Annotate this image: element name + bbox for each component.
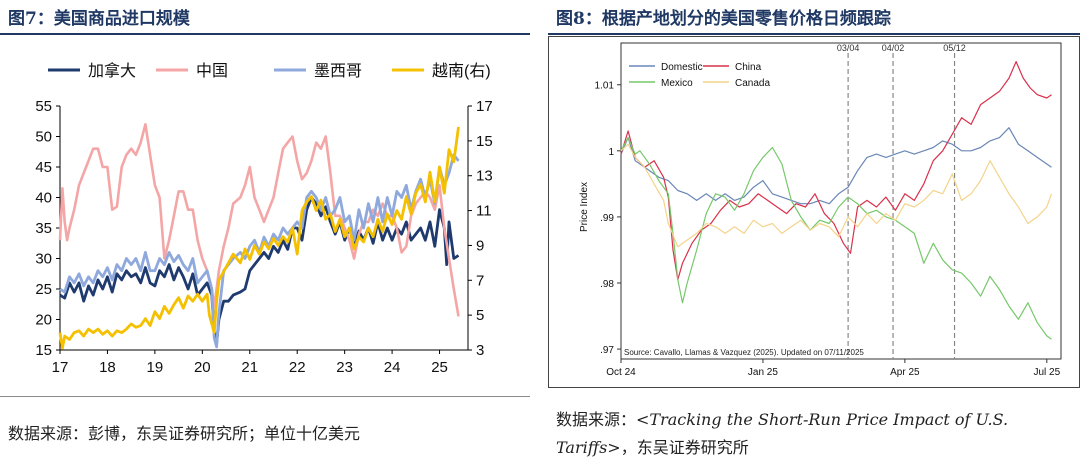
y-left-tick-label: 15 [35, 342, 52, 359]
right-source-note: 数据来源：<Tracking the Short-Run Price Impac… [556, 406, 1076, 462]
legend-label-2: 墨西哥 [314, 63, 362, 80]
y-tick-label: .97 [600, 345, 614, 356]
series-line-mexico [620, 137, 1052, 340]
x-tick-label: 19 [147, 359, 164, 376]
series-line-domestic [620, 127, 1052, 205]
right-source-lead: 数据来源： [556, 410, 637, 429]
y-right-tick-label: 9 [476, 237, 484, 254]
y-right-tick-label: 17 [476, 98, 493, 115]
left-title-rule [0, 33, 530, 35]
right-title-rule [548, 33, 1080, 35]
legend-label-3: 越南(右) [432, 62, 491, 80]
x-tick-label: 25 [431, 359, 448, 376]
legend-label-china: China [735, 62, 762, 73]
y-tick-label: .99 [600, 213, 614, 224]
legend-label-mexico: Mexico [661, 78, 693, 89]
left-figure-title: 图7：美国商品进口规模 [8, 9, 190, 29]
x-tick-label: 23 [336, 359, 353, 376]
left-figure-panel: 图7：美国商品进口规模 加拿大 中国 墨西哥 越南(右) 15 20 25 30 35 40 45 5… [0, 0, 530, 466]
x-tick-label: Oct 24 [606, 367, 636, 378]
x-tick-label: 17 [52, 359, 69, 376]
right-source-title: <Tracking the Short-Run Price Impact of … [556, 410, 1009, 457]
series-line-1 [58, 123, 460, 317]
legend-label-0: 加拿大 [88, 61, 136, 80]
x-tick-label: Apr 25 [890, 367, 920, 378]
y-right-tick-label: 7 [476, 272, 484, 289]
right-price-chart: .97 .98 .99 1 1.01 Price Index Oct 24 Jan 25 Apr… [548, 36, 1080, 388]
y-left-tick-label: 20 [35, 312, 52, 329]
event-line-label: 05/12 [943, 43, 966, 53]
left-import-chart: 加拿大 中国 墨西哥 越南(右)152025303540455055357911131… [35, 61, 493, 376]
right-figure-title: 图8：根据产地划分的美国零售价格日频跟踪 [556, 9, 891, 29]
y-right-tick-label: 11 [476, 203, 492, 220]
y-tick-label: 1 [608, 147, 614, 158]
x-tick-label: Jan 25 [748, 367, 778, 378]
series-line-2 [59, 153, 460, 349]
y-tick-label: .98 [600, 279, 614, 290]
plot-frame [620, 42, 1062, 360]
legend-label-domestic: Domestic [661, 62, 703, 73]
legend-label-canada: Canada [735, 78, 770, 89]
series-line-3 [58, 126, 460, 350]
inner-source-note: Source: Cavallo, Llamas & Vazquez (2025)… [624, 348, 864, 357]
series-line-china [620, 61, 1052, 281]
left-source-note: 数据来源：彭博，东吴证券研究所；单位十亿美元 [8, 424, 361, 443]
x-tick-label: 21 [241, 359, 258, 376]
legend-label-1: 中国 [196, 62, 228, 80]
x-tick-label: 20 [194, 359, 211, 376]
series-line-0 [59, 196, 460, 346]
y-axis-label: Price Index [579, 182, 590, 232]
left-footer-rule [0, 396, 530, 397]
right-source-tail: ，东吴证券研究所 [620, 438, 749, 457]
y-right-tick-label: 3 [476, 342, 484, 359]
y-left-tick-label: 25 [35, 281, 52, 298]
y-tick-label: 1.01 [595, 81, 615, 92]
y-left-tick-label: 30 [35, 251, 52, 268]
y-right-tick-label: 5 [476, 307, 484, 324]
y-right-tick-label: 15 [476, 133, 493, 150]
series-line-canada [620, 143, 1053, 248]
x-tick-label: Jul 25 [1033, 367, 1060, 378]
event-line-label: 03/04 [837, 43, 860, 53]
x-tick-label: 22 [289, 359, 306, 376]
right-figure-panel: 图8：根据产地划分的美国零售价格日频跟踪 .97 .98 .99 1 1.01 Price… [548, 0, 1080, 466]
x-tick-label: 24 [384, 359, 401, 376]
y-left-tick-label: 35 [35, 220, 52, 237]
y-left-tick-label: 55 [35, 98, 52, 115]
x-tick-label: 18 [99, 359, 116, 376]
y-left-tick-label: 40 [35, 190, 52, 207]
y-left-tick-label: 50 [35, 129, 52, 146]
y-right-tick-label: 13 [476, 168, 493, 185]
event-line-label: 04/02 [882, 43, 905, 53]
y-left-tick-label: 45 [35, 159, 52, 176]
